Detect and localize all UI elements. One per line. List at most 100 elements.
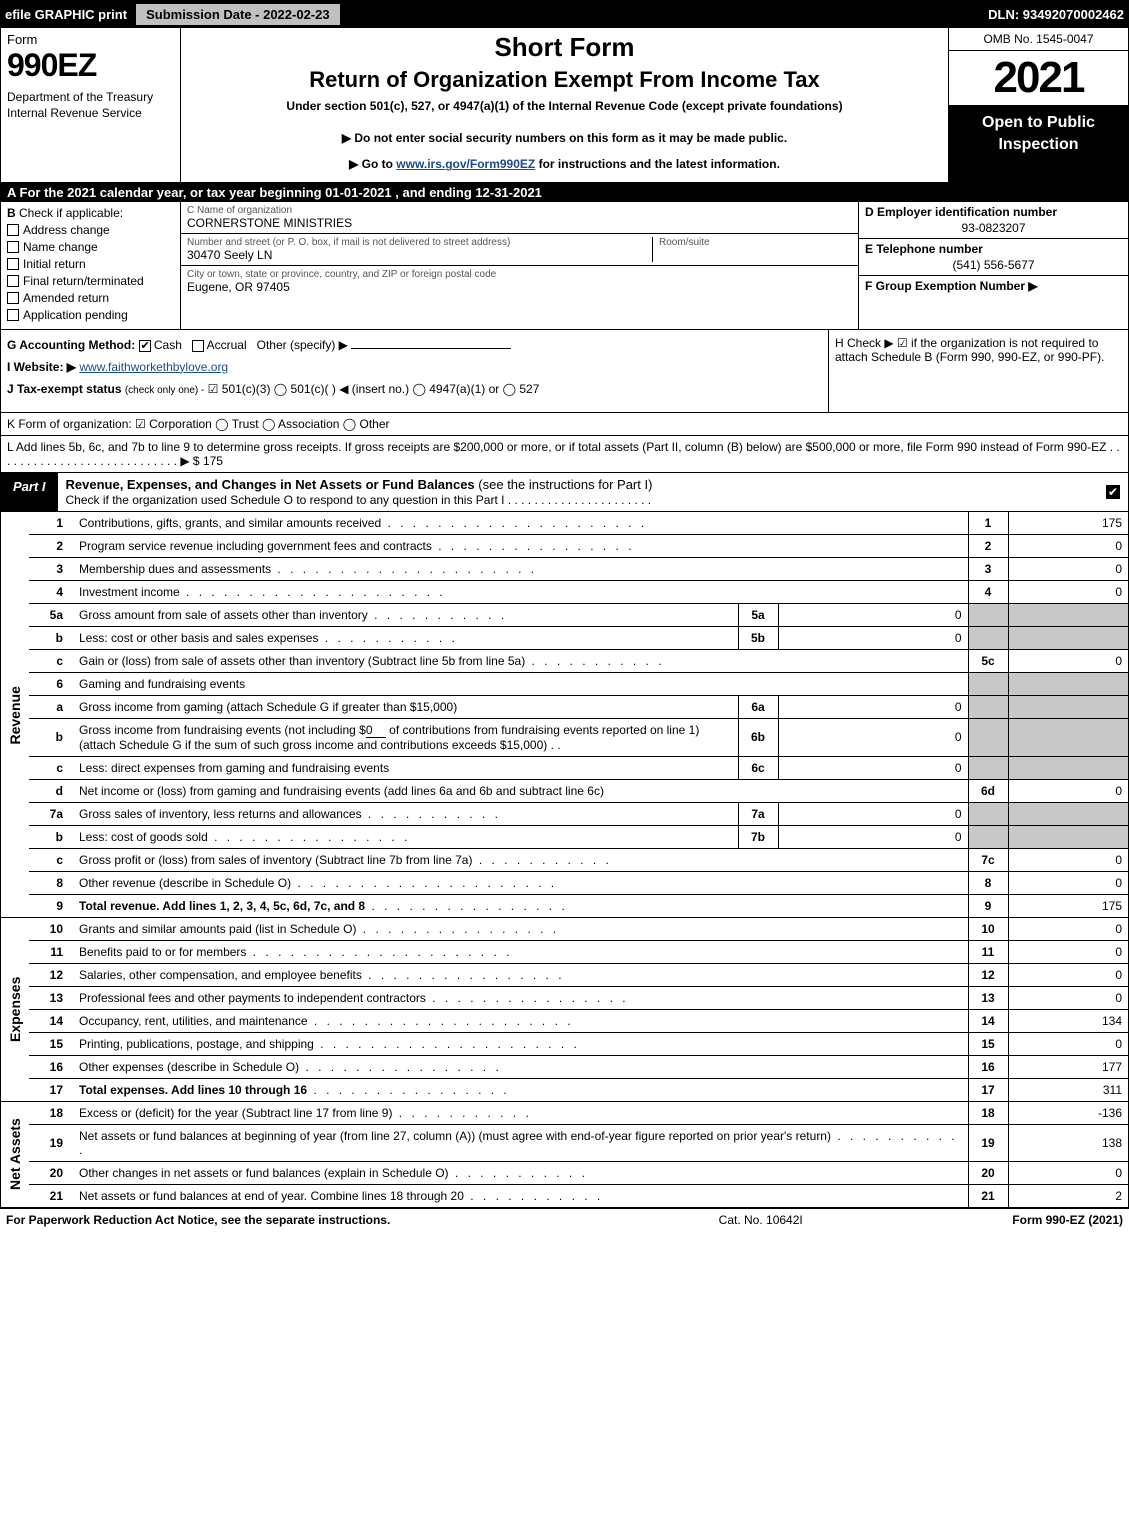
check-cash[interactable]: [139, 340, 151, 352]
section-l-value: 175: [203, 454, 223, 468]
bullet-2-post: for instructions and the latest informat…: [535, 157, 780, 171]
section-b-label: B: [7, 206, 16, 220]
section-i-label: I Website: ▶: [7, 360, 76, 374]
section-l-text: L Add lines 5b, 6c, and 7b to line 9 to …: [7, 440, 1120, 468]
website-link[interactable]: www.faithworkethbylove.org: [79, 360, 228, 374]
dln-label: DLN: 93492070002462: [988, 7, 1124, 22]
check-name-change[interactable]: [7, 241, 19, 253]
section-g-label: G Accounting Method:: [7, 338, 135, 352]
line-17: 17 Total expenses. Add lines 10 through …: [1, 1078, 1128, 1101]
form-header: Form 990EZ Department of the Treasury In…: [1, 28, 1128, 183]
line-21: 21 Net assets or fund balances at end of…: [1, 1184, 1128, 1207]
part-1-header: Part I Revenue, Expenses, and Changes in…: [1, 472, 1128, 512]
line-11: 11 Benefits paid to or for members 11 0: [1, 940, 1128, 963]
line-1: Revenue 1 Contributions, gifts, grants, …: [1, 512, 1128, 535]
check-initial-return[interactable]: [7, 258, 19, 270]
label-amended-return: Amended return: [23, 291, 109, 305]
submission-date: Submission Date - 2022-02-23: [135, 3, 341, 26]
section-h: H Check ▶ ☑ if the organization is not r…: [828, 330, 1128, 412]
bullet-2: ▶ Go to www.irs.gov/Form990EZ for instru…: [191, 151, 938, 177]
page-footer: For Paperwork Reduction Act Notice, see …: [0, 1209, 1129, 1231]
line-18: Net Assets 18 Excess or (deficit) for th…: [1, 1101, 1128, 1124]
sections-b-to-f: B Check if applicable: Address change Na…: [1, 202, 1128, 329]
check-application-pending[interactable]: [7, 309, 19, 321]
check-accrual[interactable]: [192, 340, 204, 352]
line-9: 9 Total revenue. Add lines 1, 2, 3, 4, 5…: [1, 894, 1128, 917]
line-6c: c Less: direct expenses from gaming and …: [1, 756, 1128, 779]
ein-label: D Employer identification number: [865, 205, 1057, 219]
org-name: CORNERSTONE MINISTRIES: [187, 216, 852, 230]
omb-number: OMB No. 1545-0047: [949, 28, 1128, 51]
footer-left: For Paperwork Reduction Act Notice, see …: [6, 1213, 509, 1227]
bullet-2-pre: ▶ Go to: [349, 157, 396, 171]
line-12: 12 Salaries, other compensation, and emp…: [1, 963, 1128, 986]
line-14: 14 Occupancy, rent, utilities, and maint…: [1, 1009, 1128, 1032]
label-final-return: Final return/terminated: [23, 274, 144, 288]
label-name-change: Name change: [23, 240, 98, 254]
part-1-title-hint: (see the instructions for Part I): [478, 477, 652, 492]
group-exemption-label: F Group Exemption Number ▶: [865, 279, 1038, 293]
city-hint: City or town, state or province, country…: [187, 269, 852, 280]
check-address-change[interactable]: [7, 224, 19, 236]
line-6: 6 Gaming and fundraising events: [1, 672, 1128, 695]
line-15: 15 Printing, publications, postage, and …: [1, 1032, 1128, 1055]
line-4: 4 Investment income 4 0: [1, 580, 1128, 603]
top-bar: efile GRAPHIC print Submission Date - 20…: [1, 1, 1128, 28]
line-5b: b Less: cost or other basis and sales ex…: [1, 626, 1128, 649]
ein-value: 93-0823207: [865, 221, 1122, 235]
department-label: Department of the Treasury Internal Reve…: [7, 90, 174, 121]
check-final-return[interactable]: [7, 275, 19, 287]
form-word: Form: [7, 32, 174, 47]
form-title: Return of Organization Exempt From Incom…: [191, 67, 938, 93]
part-1-sub: Check if the organization used Schedule …: [66, 493, 652, 507]
irs-link[interactable]: www.irs.gov/Form990EZ: [396, 157, 535, 171]
bullet-1: ▶ Do not enter social security numbers o…: [191, 125, 938, 151]
label-cash: Cash: [154, 338, 182, 352]
fundraising-amount-input[interactable]: 0: [366, 723, 386, 738]
city-value: Eugene, OR 97405: [187, 280, 852, 294]
part-1-table: Revenue 1 Contributions, gifts, grants, …: [1, 512, 1128, 1208]
revenue-vert-label: Revenue: [1, 512, 29, 918]
line-6d: d Net income or (loss) from gaming and f…: [1, 779, 1128, 802]
street-value: 30470 Seely LN: [187, 248, 652, 262]
sections-d-e-f: D Employer identification number 93-0823…: [858, 202, 1128, 329]
short-form-title: Short Form: [191, 32, 938, 63]
line-20: 20 Other changes in net assets or fund b…: [1, 1161, 1128, 1184]
phone-label: E Telephone number: [865, 242, 983, 256]
room-suite-hint: Room/suite: [652, 237, 852, 262]
label-application-pending: Application pending: [23, 308, 128, 322]
section-b-hint: Check if applicable:: [19, 206, 123, 220]
label-initial-return: Initial return: [23, 257, 86, 271]
line-10: Expenses 10 Grants and similar amounts p…: [1, 917, 1128, 940]
footer-right: Form 990-EZ (2021): [1012, 1213, 1123, 1227]
line-6b: b Gross income from fundraising events (…: [1, 718, 1128, 756]
line-19: 19 Net assets or fund balances at beginn…: [1, 1124, 1128, 1161]
line-7b: b Less: cost of goods sold 7b 0: [1, 825, 1128, 848]
expenses-vert-label: Expenses: [1, 917, 29, 1101]
section-j-label: J Tax-exempt status: [7, 382, 122, 396]
other-specify-input[interactable]: [351, 348, 511, 349]
form-number: 990EZ: [7, 47, 174, 84]
header-center: Short Form Return of Organization Exempt…: [181, 28, 948, 182]
part-1-schedule-o-check[interactable]: ✔: [1106, 485, 1120, 499]
section-j-hint: (check only one) -: [125, 385, 204, 396]
line-5a: 5a Gross amount from sale of assets othe…: [1, 603, 1128, 626]
section-c: C Name of organization CORNERSTONE MINIS…: [181, 202, 858, 329]
line-6a: a Gross income from gaming (attach Sched…: [1, 695, 1128, 718]
footer-center: Cat. No. 10642I: [509, 1213, 1012, 1227]
line-13: 13 Professional fees and other payments …: [1, 986, 1128, 1009]
org-name-hint: C Name of organization: [187, 205, 852, 216]
line-2: 2 Program service revenue including gove…: [1, 534, 1128, 557]
line-16: 16 Other expenses (describe in Schedule …: [1, 1055, 1128, 1078]
phone-value: (541) 556-5677: [865, 258, 1122, 272]
street-hint: Number and street (or P. O. box, if mail…: [187, 237, 652, 248]
efile-label: efile GRAPHIC print: [5, 7, 135, 22]
net-assets-vert-label: Net Assets: [1, 1101, 29, 1207]
line-5c: c Gain or (loss) from sale of assets oth…: [1, 649, 1128, 672]
line-7c: c Gross profit or (loss) from sales of i…: [1, 848, 1128, 871]
section-k: K Form of organization: ☑ Corporation ◯ …: [1, 412, 1128, 435]
inspection-label: Open to Public Inspection: [949, 106, 1128, 182]
section-a-line: A For the 2021 calendar year, or tax yea…: [1, 183, 1128, 202]
part-1-tag: Part I: [1, 473, 58, 511]
check-amended-return[interactable]: [7, 292, 19, 304]
